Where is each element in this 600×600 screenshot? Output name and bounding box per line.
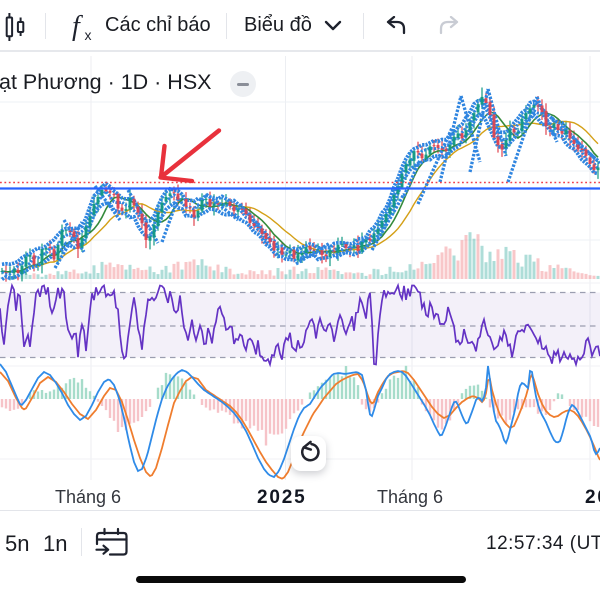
svg-text:x: x [85,27,92,43]
svg-text:f: f [72,11,83,42]
